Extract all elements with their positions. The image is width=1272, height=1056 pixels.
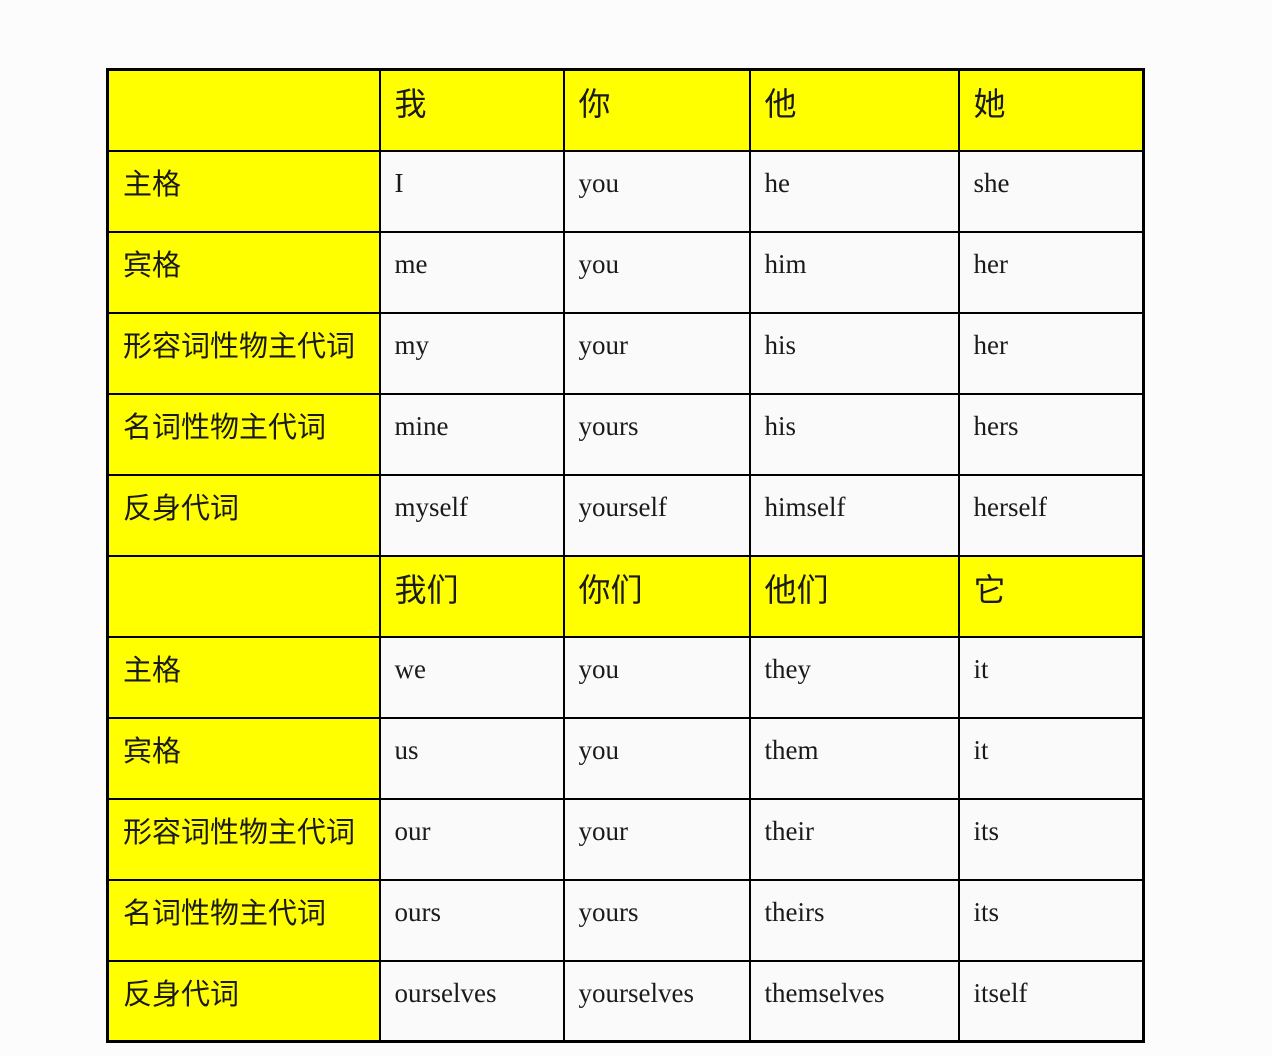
table-row: 名词性物主代词 ours yours theirs its [106,878,1145,962]
data-cell: yourself [562,473,751,557]
data-cell: my [378,311,565,395]
data-cell: yours [562,878,751,962]
data-cell: ours [378,878,565,962]
row-label: 名词性物主代词 [106,392,381,476]
table-row: 形容词性物主代词 my your his her [106,311,1145,395]
header-cell: 她 [957,68,1145,152]
data-cell: your [562,797,751,881]
table-header-row: 我们 你们 他们 它 [106,554,1145,638]
data-cell: ourselves [378,959,565,1043]
data-cell: you [562,230,751,314]
table-header-row: 我 你 他 她 [106,68,1145,152]
table-row: 主格 we you they it [106,635,1145,719]
header-cell: 我们 [378,554,565,638]
data-cell: it [957,635,1145,719]
row-label: 反身代词 [106,473,381,557]
data-cell: our [378,797,565,881]
data-cell: you [562,149,751,233]
table-row: 名词性物主代词 mine yours his hers [106,392,1145,476]
data-cell: your [562,311,751,395]
header-cell: 你 [562,68,751,152]
data-cell: himself [748,473,960,557]
row-label: 反身代词 [106,959,381,1043]
table-row: 反身代词 myself yourself himself herself [106,473,1145,557]
row-label: 宾格 [106,230,381,314]
data-cell: mine [378,392,565,476]
data-cell: you [562,635,751,719]
row-label: 形容词性物主代词 [106,311,381,395]
row-label: 主格 [106,635,381,719]
header-cell: 他 [748,68,960,152]
header-corner-cell [106,554,381,638]
data-cell: she [957,149,1145,233]
data-cell: their [748,797,960,881]
data-cell: themselves [748,959,960,1043]
data-cell: us [378,716,565,800]
row-label: 主格 [106,149,381,233]
data-cell: you [562,716,751,800]
data-cell: her [957,311,1145,395]
data-cell: herself [957,473,1145,557]
data-cell: me [378,230,565,314]
data-cell: its [957,797,1145,881]
header-cell: 他们 [748,554,960,638]
data-cell: yours [562,392,751,476]
table-row: 反身代词 ourselves yourselves themselves its… [106,959,1145,1043]
header-cell: 你们 [562,554,751,638]
row-label: 宾格 [106,716,381,800]
row-label: 名词性物主代词 [106,878,381,962]
data-cell: hers [957,392,1145,476]
table-row: 宾格 me you him her [106,230,1145,314]
data-cell: I [378,149,565,233]
data-cell: him [748,230,960,314]
data-cell: they [748,635,960,719]
row-label: 形容词性物主代词 [106,797,381,881]
table-row: 宾格 us you them it [106,716,1145,800]
header-cell: 我 [378,68,565,152]
data-cell: itself [957,959,1145,1043]
data-cell: his [748,392,960,476]
table-row: 主格 I you he she [106,149,1145,233]
data-cell: it [957,716,1145,800]
data-cell: he [748,149,960,233]
table-row: 形容词性物主代词 our your their its [106,797,1145,881]
data-cell: theirs [748,878,960,962]
data-cell: her [957,230,1145,314]
data-cell: his [748,311,960,395]
data-cell: them [748,716,960,800]
data-cell: yourselves [562,959,751,1043]
header-cell: 它 [957,554,1145,638]
data-cell: its [957,878,1145,962]
pronoun-table: 我 你 他 她 主格 I you he she 宾格 me you him he… [106,68,1145,1043]
header-corner-cell [106,68,381,152]
data-cell: we [378,635,565,719]
data-cell: myself [378,473,565,557]
